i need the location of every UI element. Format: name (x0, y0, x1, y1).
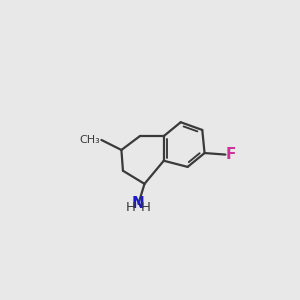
Text: CH₃: CH₃ (80, 135, 101, 145)
Text: F: F (226, 147, 236, 162)
Text: N: N (132, 196, 145, 211)
Text: H: H (126, 201, 136, 214)
Text: H: H (141, 201, 151, 214)
